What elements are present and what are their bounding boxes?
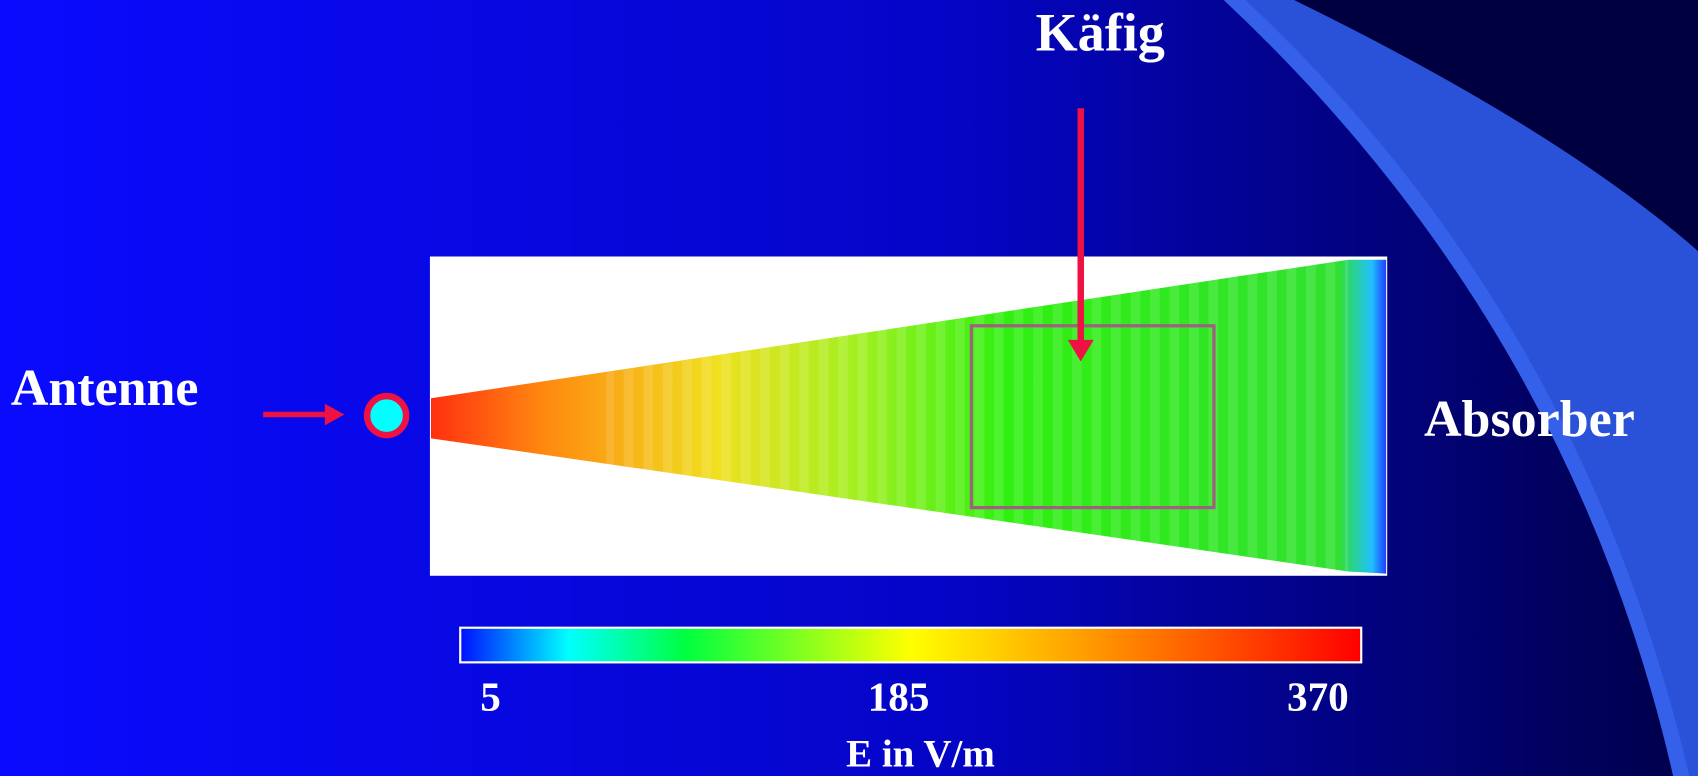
decor-dark: [1294, 0, 1698, 252]
colorbar: [459, 626, 1363, 664]
antenna: [363, 392, 410, 439]
colorbar-label: E in V/m: [846, 733, 995, 776]
antenna-arrow-head: [324, 403, 345, 426]
cage-label: Käfig: [1036, 2, 1165, 62]
decor-band-inner: [1245, 0, 1698, 776]
cage-outline: [969, 324, 1216, 510]
colorbar-tick-label: 185: [868, 674, 930, 720]
field-bands: [606, 259, 1349, 572]
antenna-label: Antenne: [11, 360, 199, 417]
colorbar-tick-label: 370: [1287, 674, 1349, 720]
colorbar-tick-label: 5: [480, 674, 501, 720]
cage-arrow-head: [1067, 339, 1094, 362]
absorber-label: Absorber: [1424, 391, 1635, 448]
